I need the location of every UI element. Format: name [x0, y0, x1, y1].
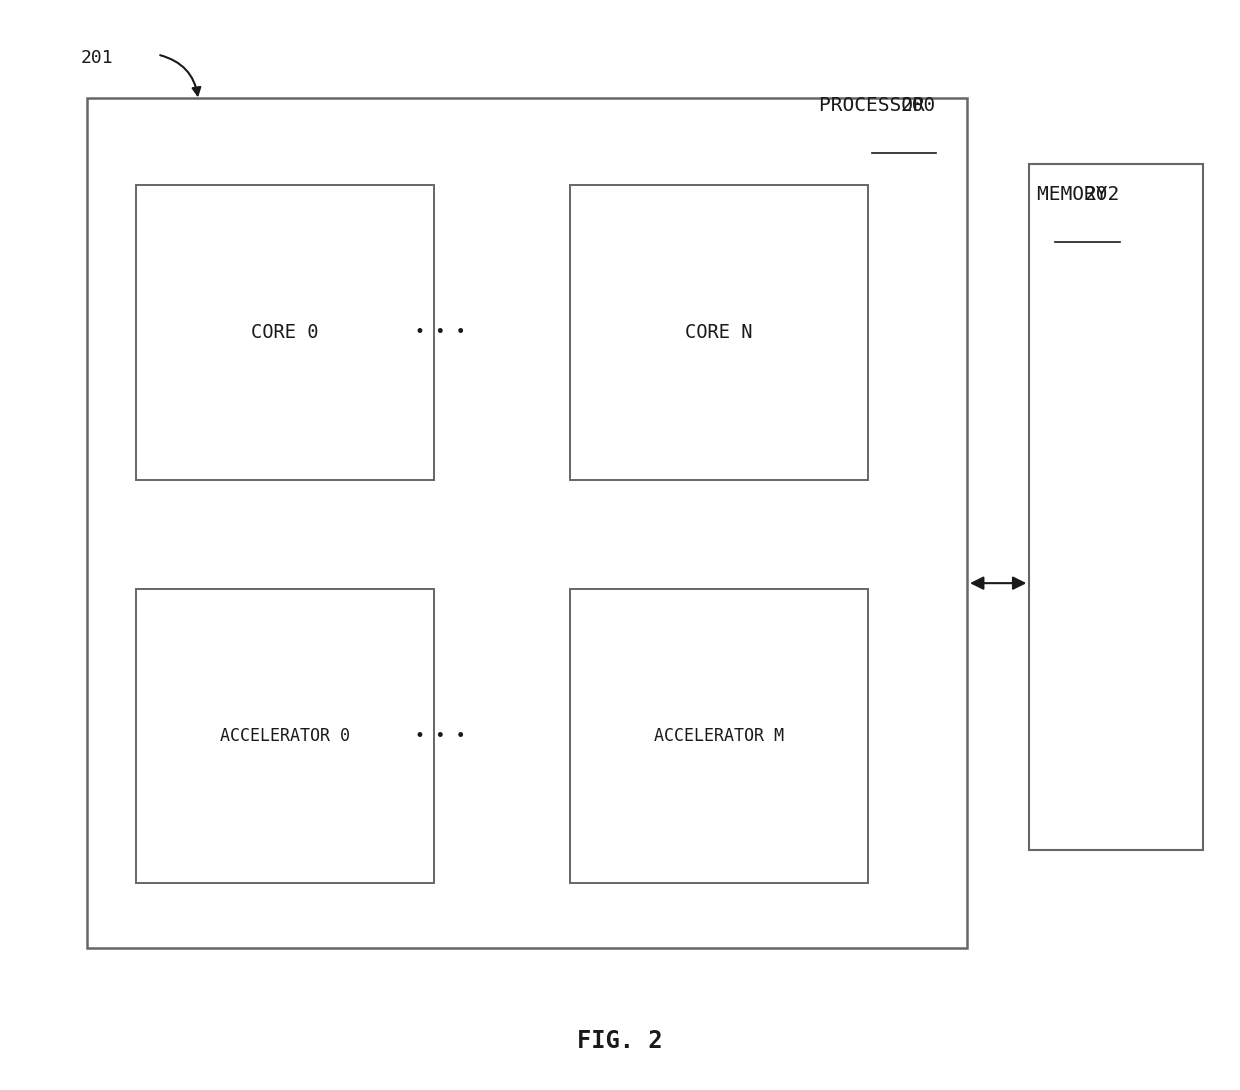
Text: 202: 202 — [1085, 185, 1120, 204]
FancyBboxPatch shape — [87, 98, 967, 948]
FancyBboxPatch shape — [136, 185, 434, 480]
Text: 201: 201 — [81, 49, 113, 68]
FancyBboxPatch shape — [570, 589, 868, 883]
Text: •  •  •: • • • — [415, 727, 465, 744]
Text: •  •  •: • • • — [415, 324, 465, 341]
FancyBboxPatch shape — [1029, 164, 1203, 850]
Text: CORE 0: CORE 0 — [252, 323, 319, 342]
Text: PROCESSOR: PROCESSOR — [818, 96, 936, 114]
FancyBboxPatch shape — [136, 589, 434, 883]
Text: ACCELERATOR 0: ACCELERATOR 0 — [221, 727, 350, 744]
Text: FIG. 2: FIG. 2 — [578, 1029, 662, 1053]
Text: MEMORY: MEMORY — [1038, 185, 1120, 204]
FancyArrowPatch shape — [160, 56, 201, 95]
Text: ACCELERATOR M: ACCELERATOR M — [655, 727, 784, 744]
Text: CORE N: CORE N — [686, 323, 753, 342]
FancyBboxPatch shape — [570, 185, 868, 480]
Text: 200: 200 — [901, 96, 936, 114]
